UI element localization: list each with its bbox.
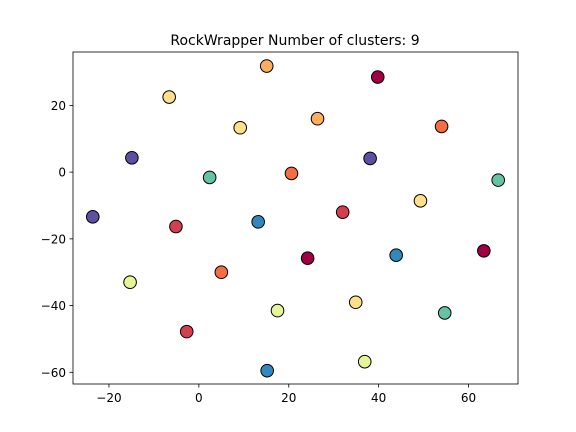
scatter-point [259,59,274,73]
y-tick-label: −20 [41,232,66,246]
scatter-point [491,173,506,187]
scatter-point [363,151,377,166]
scatter-point [214,265,229,280]
x-tick-label: 40 [371,391,386,405]
scatter-point [270,303,285,318]
scatter-point [300,251,315,266]
scatter-point [437,306,452,320]
scatter-point [389,248,403,263]
scatter-point [434,119,449,134]
data-points [85,59,506,378]
scatter-point [162,90,176,104]
scatter-point [125,150,139,165]
x-tick-label: 0 [195,391,203,405]
y-tick-label: 0 [58,166,66,180]
scatter-point [477,244,491,258]
plot-area-frame [72,51,519,385]
scatter-point [202,170,217,185]
x-tick-label: 60 [461,391,476,405]
y-axis: −60 −40 −20 0 20 [41,99,73,380]
scatter-point [310,111,325,126]
scatter-point [335,205,350,219]
y-tick-label: 20 [51,99,66,113]
scatter-point [357,354,372,369]
scatter-point [413,194,428,208]
scatter-point [284,166,299,181]
scatter-point [348,295,363,310]
scatter-point [370,70,385,84]
x-tick-label: −20 [96,391,121,405]
scatter-point [169,219,183,234]
y-tick-label: −40 [41,299,66,313]
scatter-point [260,363,274,378]
scatter-point [85,210,100,224]
scatter-point [179,324,194,339]
scatter-point [251,215,265,229]
chart-title: RockWrapper Number of clusters: 9 [170,33,419,49]
y-tick-label: −60 [41,366,66,380]
scatter-point [123,275,137,290]
x-axis: −20 0 20 40 60 [96,384,476,405]
x-tick-label: 20 [281,391,296,405]
scatter-point [233,120,248,135]
